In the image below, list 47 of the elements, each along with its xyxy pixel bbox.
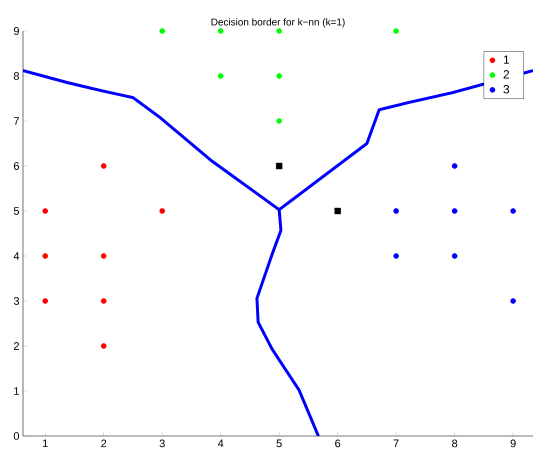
- point: [276, 73, 282, 79]
- legend-label: 2: [504, 70, 510, 78]
- point: [334, 208, 341, 214]
- x-tick-label: 3: [160, 440, 165, 448]
- point: [159, 208, 165, 214]
- y-tick-label: 6: [14, 162, 19, 170]
- point: [42, 253, 48, 259]
- y-tick-label: 0: [14, 432, 20, 440]
- point: [510, 208, 516, 214]
- point: [218, 28, 224, 34]
- x-tick-label: 5: [276, 440, 282, 448]
- y-tick-label: 4: [14, 252, 20, 260]
- point: [452, 163, 458, 169]
- x-tick-label: 4: [218, 440, 224, 448]
- chart-title: Decision border for k−nn (k=1): [212, 18, 345, 28]
- x-tick-label: 1: [43, 440, 48, 448]
- point: [276, 28, 282, 34]
- x-tick-label: 8: [452, 440, 458, 448]
- y-tick-label: 3: [14, 297, 19, 305]
- y-tick-label: 2: [14, 342, 19, 350]
- point: [100, 253, 106, 259]
- y-tick-label: 8: [14, 72, 19, 80]
- point: [100, 163, 106, 169]
- point: [276, 162, 282, 170]
- point: [100, 343, 106, 349]
- point: [452, 253, 458, 259]
- point: [218, 73, 224, 79]
- point: [100, 298, 106, 304]
- point: [393, 208, 399, 214]
- legend-label: 1: [504, 55, 510, 64]
- point: [42, 208, 48, 214]
- point: [159, 28, 165, 34]
- y-tick-label: 5: [14, 207, 20, 215]
- point: [42, 298, 48, 304]
- y-tick-label: 1: [14, 387, 19, 395]
- point: [510, 298, 516, 304]
- legend-label: 3: [503, 84, 510, 94]
- x-tick-label: 2: [101, 440, 106, 448]
- y-tick-label: 7: [14, 117, 19, 125]
- y-tick-label: 9: [14, 27, 19, 35]
- point: [452, 208, 458, 214]
- point: [276, 118, 282, 124]
- x-tick-label: 9: [510, 440, 516, 448]
- point: [393, 253, 399, 259]
- x-tick-label: 7: [394, 440, 399, 448]
- point: [393, 28, 399, 34]
- x-tick-label: 6: [335, 440, 340, 448]
